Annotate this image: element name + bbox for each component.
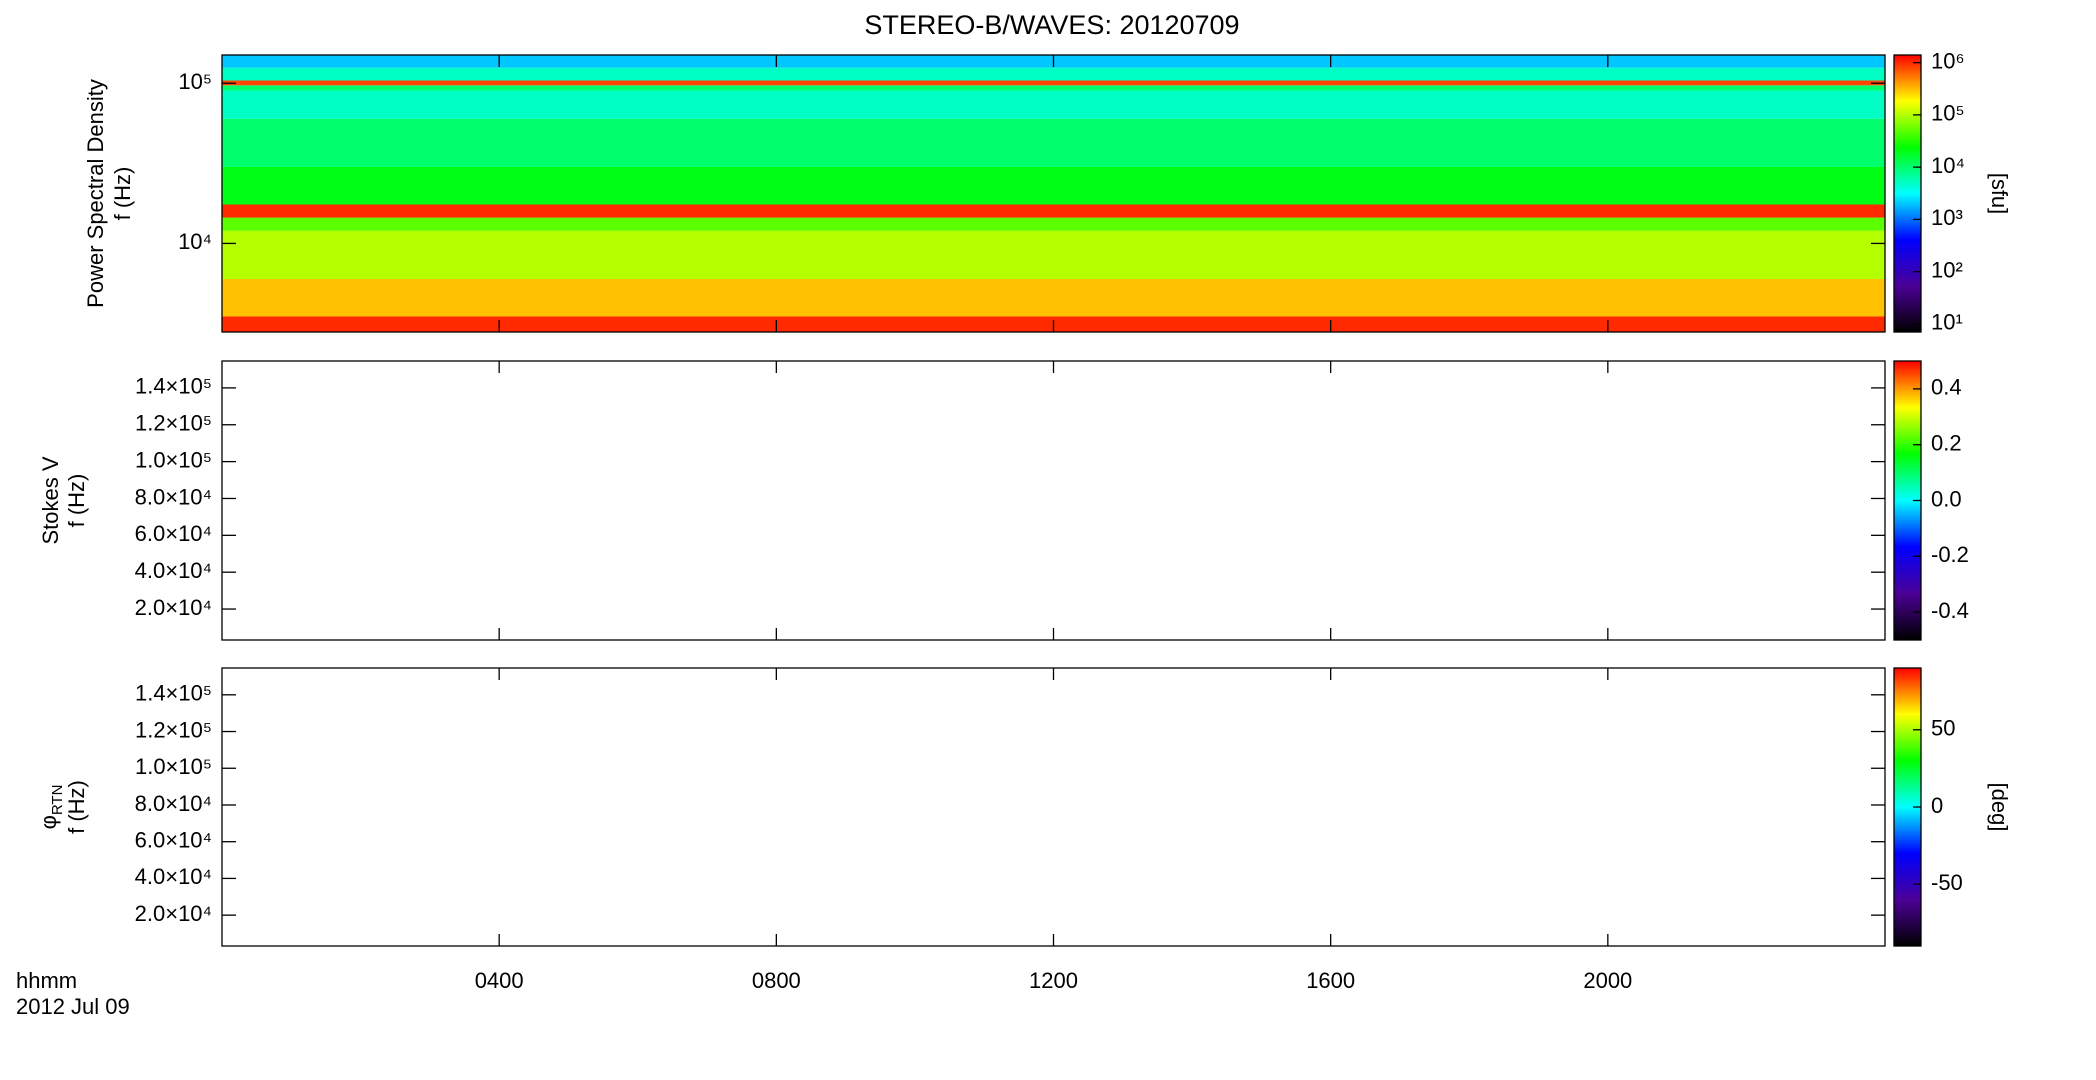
colorbar-tick-label: -0.2 [1931, 542, 1969, 567]
heatmap-band [222, 80, 1885, 86]
y-tick-label: 10⁴ [178, 229, 212, 254]
colorbar-tick-label: 0 [1931, 793, 1943, 818]
colorbar-tick-label: 10⁴ [1931, 153, 1965, 178]
colorbar-tick-label: 10³ [1931, 205, 1963, 230]
y-tick-label: 8.0×10⁴ [135, 791, 212, 816]
colorbar-tick-label: 10⁶ [1931, 48, 1965, 73]
y-tick-label: 2.0×10⁴ [135, 595, 212, 620]
y-axis-label-text: Power Spectral Density [83, 79, 108, 308]
colorbar-tick-label: 50 [1931, 716, 1955, 741]
heatmap-band [222, 204, 1885, 218]
y-tick-label: 1.2×10⁵ [135, 411, 212, 436]
y-axis-label: Power Spectral Density [83, 79, 108, 308]
colorbar-tick-label: 0.0 [1931, 486, 1962, 511]
y-tick-label: 10⁵ [178, 69, 212, 94]
colorbar-label: [deg] [1987, 783, 2012, 832]
x-tick-label: 1200 [1029, 968, 1078, 993]
heatmap-band [222, 118, 1885, 167]
heatmap-band [222, 67, 1885, 81]
y-tick-label: 4.0×10⁴ [135, 864, 212, 889]
colorbar-tick-label: 0.4 [1931, 375, 1962, 400]
colorbar-tick-label: 10¹ [1931, 310, 1963, 335]
colorbar-tick-label: -50 [1931, 870, 1963, 895]
y-tick-label: 1.2×10⁵ [135, 717, 212, 742]
y-tick-label: 8.0×10⁴ [135, 484, 212, 509]
y-axis-label-subscript: RTN [49, 785, 66, 816]
panel-frame [221, 667, 1886, 947]
colorbar-tick-label: 10⁵ [1931, 101, 1965, 126]
x-tick-label: 1600 [1306, 968, 1355, 993]
heatmap-band [222, 217, 1885, 231]
y-tick-label: 2.0×10⁴ [135, 901, 212, 926]
heatmap-band [222, 166, 1885, 205]
y-axis-label-text: φ [36, 815, 61, 829]
y-axis-unit: f (Hz) [110, 167, 135, 221]
y-axis-unit: f (Hz) [64, 474, 89, 528]
x-axis-label: hhmm [16, 968, 77, 993]
heatmap-band [222, 90, 1885, 119]
colorbar-label: [sfu] [1987, 173, 2012, 215]
y-axis-label: Stokes V [38, 456, 63, 544]
y-tick-label: 6.0×10⁴ [135, 828, 212, 853]
colorbar [1893, 54, 1922, 333]
y-axis-label: φRTN [36, 785, 66, 830]
colorbar-tick-label: 0.2 [1931, 431, 1962, 456]
y-axis-label-text: Stokes V [38, 456, 63, 544]
x-tick-label: 0400 [475, 968, 524, 993]
date-label: 2012 Jul 09 [16, 994, 130, 1019]
x-tick-label: 0800 [752, 968, 801, 993]
y-axis-unit: f (Hz) [64, 780, 89, 834]
y-tick-label: 1.4×10⁵ [135, 681, 212, 706]
y-tick-label: 1.0×10⁵ [135, 754, 212, 779]
colorbar-tick-label: -0.4 [1931, 598, 1969, 623]
colorbar-tick-label: 10² [1931, 257, 1963, 282]
y-tick-label: 4.0×10⁴ [135, 558, 212, 583]
y-tick-label: 6.0×10⁴ [135, 521, 212, 546]
y-tick-label: 1.4×10⁵ [135, 374, 212, 399]
y-tick-label: 1.0×10⁵ [135, 447, 212, 472]
heatmap-band [222, 278, 1885, 317]
heatmap-band [222, 85, 1885, 91]
x-tick-label: 2000 [1583, 968, 1632, 993]
chart-title: STEREO-B/WAVES: 20120709 [864, 10, 1239, 40]
panel-frame [221, 360, 1886, 641]
heatmap-band [222, 230, 1885, 279]
